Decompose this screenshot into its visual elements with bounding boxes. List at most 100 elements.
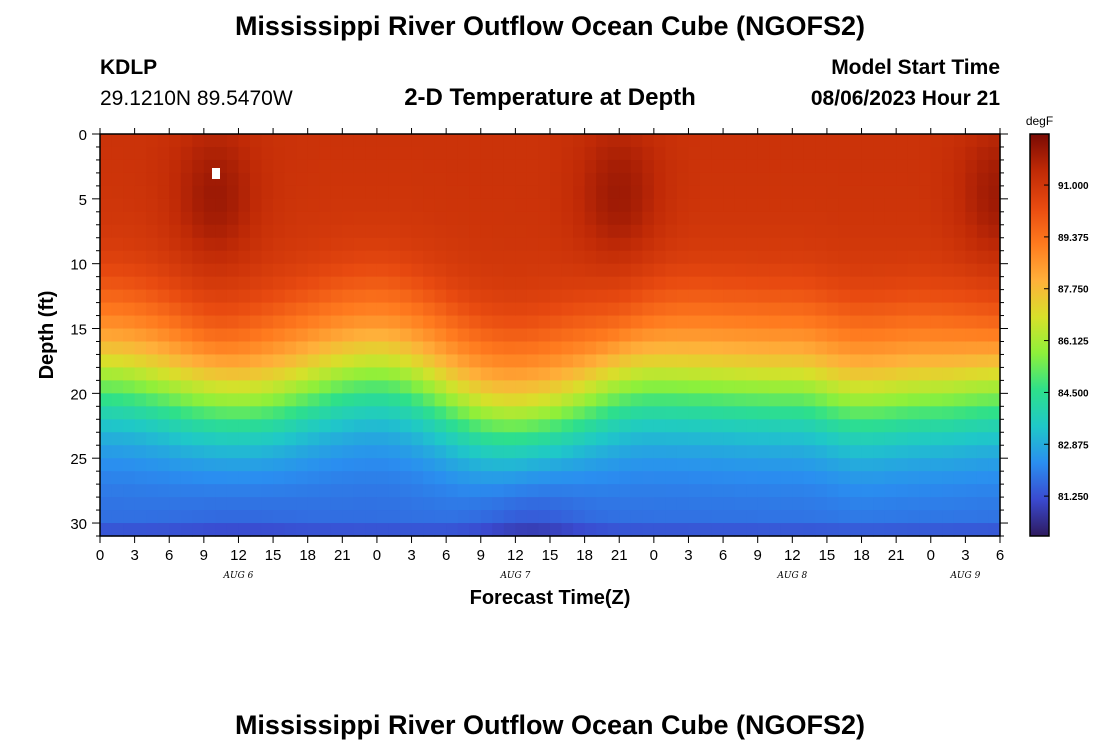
heatmap-cell bbox=[492, 432, 505, 446]
heatmap-cell bbox=[100, 315, 113, 330]
heatmap-cell bbox=[307, 497, 320, 511]
x-tick-label: 21 bbox=[611, 547, 628, 564]
heatmap-cell bbox=[261, 328, 274, 343]
heatmap-cell bbox=[803, 406, 816, 420]
heatmap-cell bbox=[157, 471, 170, 485]
heatmap-cell bbox=[423, 458, 436, 472]
heatmap-cell bbox=[123, 432, 136, 446]
heatmap-cell bbox=[769, 406, 782, 420]
heatmap-cell bbox=[273, 302, 286, 317]
heatmap-cell bbox=[607, 341, 620, 356]
heatmap-cell bbox=[469, 367, 482, 381]
heatmap-cell bbox=[157, 224, 170, 239]
heatmap-cell bbox=[226, 380, 240, 394]
heatmap-cell bbox=[307, 159, 320, 174]
heatmap-cell bbox=[169, 380, 182, 394]
heatmap-cell bbox=[538, 419, 551, 433]
heatmap-cell bbox=[515, 146, 528, 161]
heatmap-cell bbox=[873, 432, 886, 446]
heatmap-cell bbox=[261, 250, 274, 265]
heatmap-cell bbox=[169, 471, 182, 485]
x-tick-label: 18 bbox=[576, 547, 593, 564]
heatmap-cell bbox=[446, 146, 459, 161]
heatmap-cell bbox=[815, 224, 828, 239]
heatmap-cell bbox=[215, 289, 228, 304]
heatmap-cell bbox=[642, 237, 655, 252]
heatmap-cell bbox=[573, 367, 586, 381]
heatmap-cell bbox=[792, 380, 805, 394]
heatmap-cell bbox=[342, 341, 355, 356]
heatmap-cell bbox=[769, 367, 782, 381]
heatmap-cell bbox=[400, 224, 413, 239]
heatmap-cell bbox=[953, 146, 966, 161]
heatmap-cell bbox=[826, 432, 840, 446]
heatmap-cell bbox=[503, 276, 516, 291]
heatmap-cell bbox=[446, 523, 459, 537]
heatmap-cell bbox=[826, 367, 840, 381]
heatmap-cell bbox=[226, 315, 240, 330]
heatmap-cell bbox=[561, 393, 574, 407]
heatmap-cell bbox=[365, 211, 378, 226]
heatmap-cell bbox=[146, 380, 159, 394]
heatmap-cell bbox=[573, 276, 586, 291]
heatmap-cell bbox=[100, 432, 113, 446]
heatmap-cell bbox=[550, 224, 563, 239]
heatmap-cell bbox=[884, 198, 897, 213]
heatmap-cell bbox=[273, 315, 286, 330]
heatmap-cell bbox=[515, 484, 528, 498]
heatmap-cell bbox=[423, 406, 436, 420]
heatmap-cell bbox=[780, 419, 793, 433]
heatmap-cell bbox=[457, 510, 470, 524]
heatmap-cell bbox=[296, 328, 309, 343]
heatmap-cell bbox=[215, 134, 228, 148]
heatmap-cell bbox=[734, 289, 747, 304]
heatmap-cell bbox=[492, 458, 505, 472]
heatmap-cell bbox=[526, 328, 540, 343]
heatmap-cell bbox=[365, 237, 378, 252]
heatmap-cell bbox=[815, 484, 828, 498]
heatmap-cell bbox=[873, 172, 886, 187]
heatmap-cell bbox=[457, 302, 470, 317]
heatmap-cell bbox=[573, 380, 586, 394]
heatmap-cell bbox=[780, 458, 793, 472]
heatmap-cell bbox=[319, 354, 332, 369]
heatmap-cell bbox=[503, 471, 516, 485]
heatmap-cell bbox=[319, 484, 332, 498]
heatmap-cell bbox=[180, 134, 193, 148]
heatmap-cell bbox=[284, 185, 297, 200]
x-tick-label: 15 bbox=[819, 547, 836, 564]
heatmap-cell bbox=[769, 341, 782, 356]
heatmap-cell bbox=[700, 484, 713, 498]
heatmap-cell bbox=[780, 185, 793, 200]
heatmap-cell bbox=[642, 302, 655, 317]
heatmap-cell bbox=[642, 380, 655, 394]
heatmap-cell bbox=[100, 185, 113, 200]
heatmap-cell bbox=[123, 354, 136, 369]
heatmap-cell bbox=[988, 211, 1001, 226]
heatmap-cell bbox=[296, 211, 309, 226]
heatmap-cell bbox=[215, 146, 228, 161]
heatmap-cell bbox=[480, 458, 493, 472]
heatmap-cell bbox=[757, 159, 770, 174]
heatmap-cell bbox=[111, 393, 124, 407]
heatmap-cell bbox=[550, 471, 563, 485]
x-tick-label: 6 bbox=[165, 547, 173, 564]
heatmap-cell bbox=[146, 341, 159, 356]
heatmap-cell bbox=[988, 354, 1001, 369]
heatmap-cell bbox=[723, 341, 736, 356]
heatmap-cell bbox=[619, 146, 632, 161]
heatmap-cell bbox=[411, 341, 424, 356]
heatmap-cell bbox=[561, 471, 574, 485]
heatmap-cell bbox=[296, 224, 309, 239]
heatmap-cell bbox=[503, 406, 516, 420]
heatmap-cell bbox=[896, 302, 909, 317]
heatmap-cell bbox=[619, 341, 632, 356]
heatmap-cell bbox=[873, 276, 886, 291]
heatmap-cell bbox=[792, 146, 805, 161]
heatmap-cell bbox=[896, 380, 909, 394]
heatmap-cell bbox=[930, 159, 943, 174]
heatmap-cell bbox=[896, 471, 909, 485]
heatmap-cell bbox=[942, 367, 955, 381]
heatmap-cell bbox=[515, 380, 528, 394]
heatmap-cell bbox=[769, 289, 782, 304]
